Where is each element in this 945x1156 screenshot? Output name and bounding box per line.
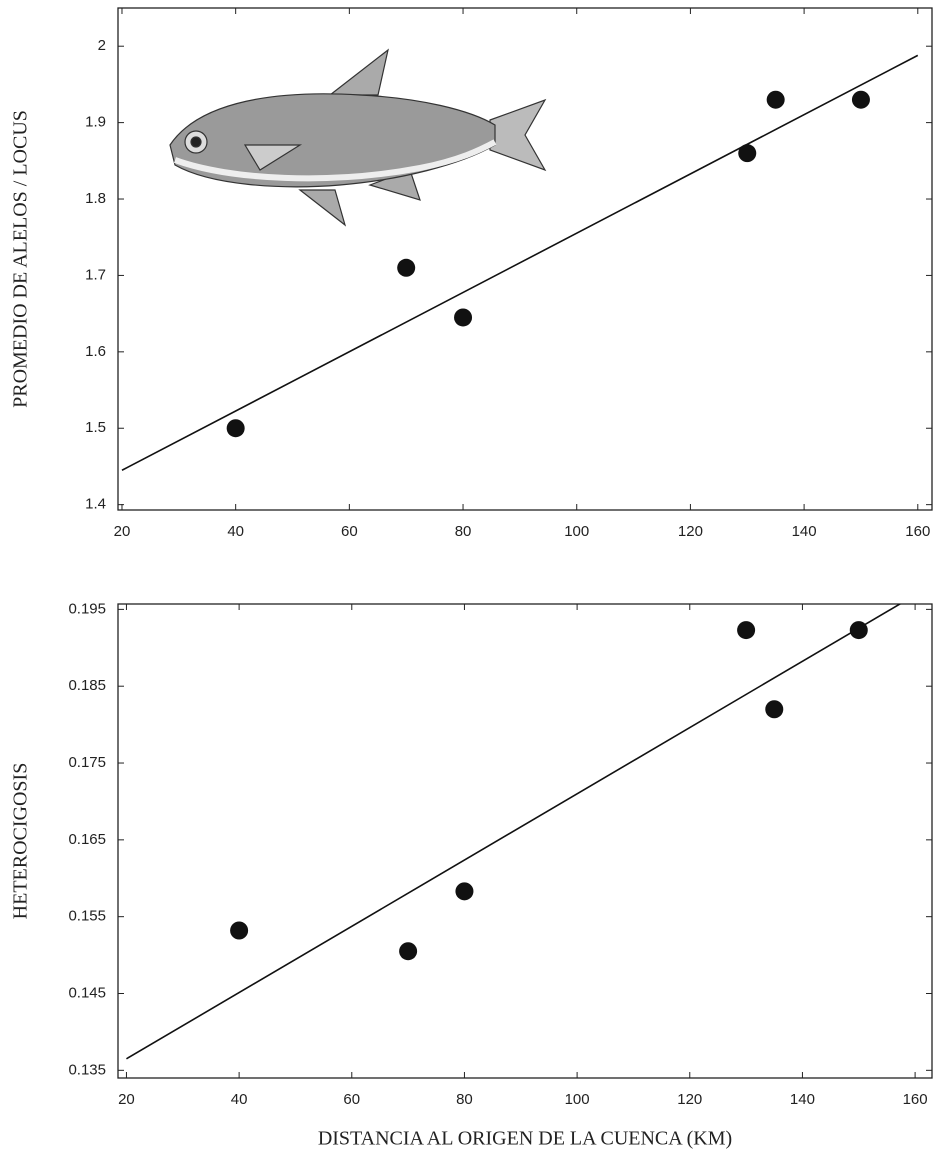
data-point [766, 90, 785, 109]
regression-line [121, 54, 919, 471]
x-tick-label: 80 [455, 523, 472, 540]
y-tick-label: 1.7 [85, 266, 106, 283]
data-point [226, 419, 245, 438]
y-tick-label: 1.5 [85, 419, 106, 436]
data-point [399, 942, 418, 961]
x-tick-label: 120 [678, 523, 703, 540]
y-tick-label: 0.135 [68, 1061, 106, 1078]
data-point [851, 90, 870, 109]
x-tick-label: 20 [114, 523, 131, 540]
x-tick-label: 120 [677, 1091, 702, 1108]
x-axis-label: DISTANCIA AL ORIGEN DE LA CUENCA (KM) [318, 1128, 732, 1150]
x-tick-label: 60 [343, 1091, 360, 1108]
data-point [454, 308, 473, 327]
y-tick-label: 2 [98, 37, 106, 54]
y-tick-label: 1.4 [85, 496, 106, 513]
fish-illustration [169, 48, 547, 227]
y-axis-label: PROMEDIO DE ALELOS / LOCUS [10, 110, 32, 408]
regression-line [126, 604, 902, 1060]
y-tick-label: 0.165 [68, 831, 106, 848]
data-point [455, 882, 474, 901]
y-tick-label: 0.185 [68, 677, 106, 694]
x-tick-label: 40 [231, 1091, 248, 1108]
x-tick-label: 20 [118, 1091, 135, 1108]
y-tick-label: 0.145 [68, 984, 106, 1001]
x-tick-label: 140 [790, 1091, 815, 1108]
data-point [738, 144, 757, 163]
y-tick-label: 1.6 [85, 343, 106, 360]
x-tick-label: 80 [456, 1091, 473, 1108]
x-tick-label: 140 [792, 523, 817, 540]
y-tick-label: 0.175 [68, 754, 106, 771]
plot-frame [117, 603, 933, 1079]
x-tick-label: 160 [905, 523, 930, 540]
x-tick-label: 100 [564, 523, 589, 540]
y-tick-label: 1.9 [85, 114, 106, 131]
data-point [849, 621, 868, 640]
data-point [230, 921, 249, 940]
y-tick-label: 0.155 [68, 908, 106, 925]
x-tick-label: 60 [341, 523, 358, 540]
data-point [397, 258, 416, 277]
x-tick-label: 40 [227, 523, 244, 540]
y-axis-label: HETEROCIGOSIS [10, 763, 32, 920]
y-tick-label: 0.195 [68, 600, 106, 617]
plot-frame [117, 7, 933, 511]
data-point [765, 700, 784, 719]
x-tick-label: 100 [565, 1091, 590, 1108]
x-tick-label: 160 [903, 1091, 928, 1108]
data-point [737, 621, 756, 640]
y-tick-label: 1.8 [85, 190, 106, 207]
